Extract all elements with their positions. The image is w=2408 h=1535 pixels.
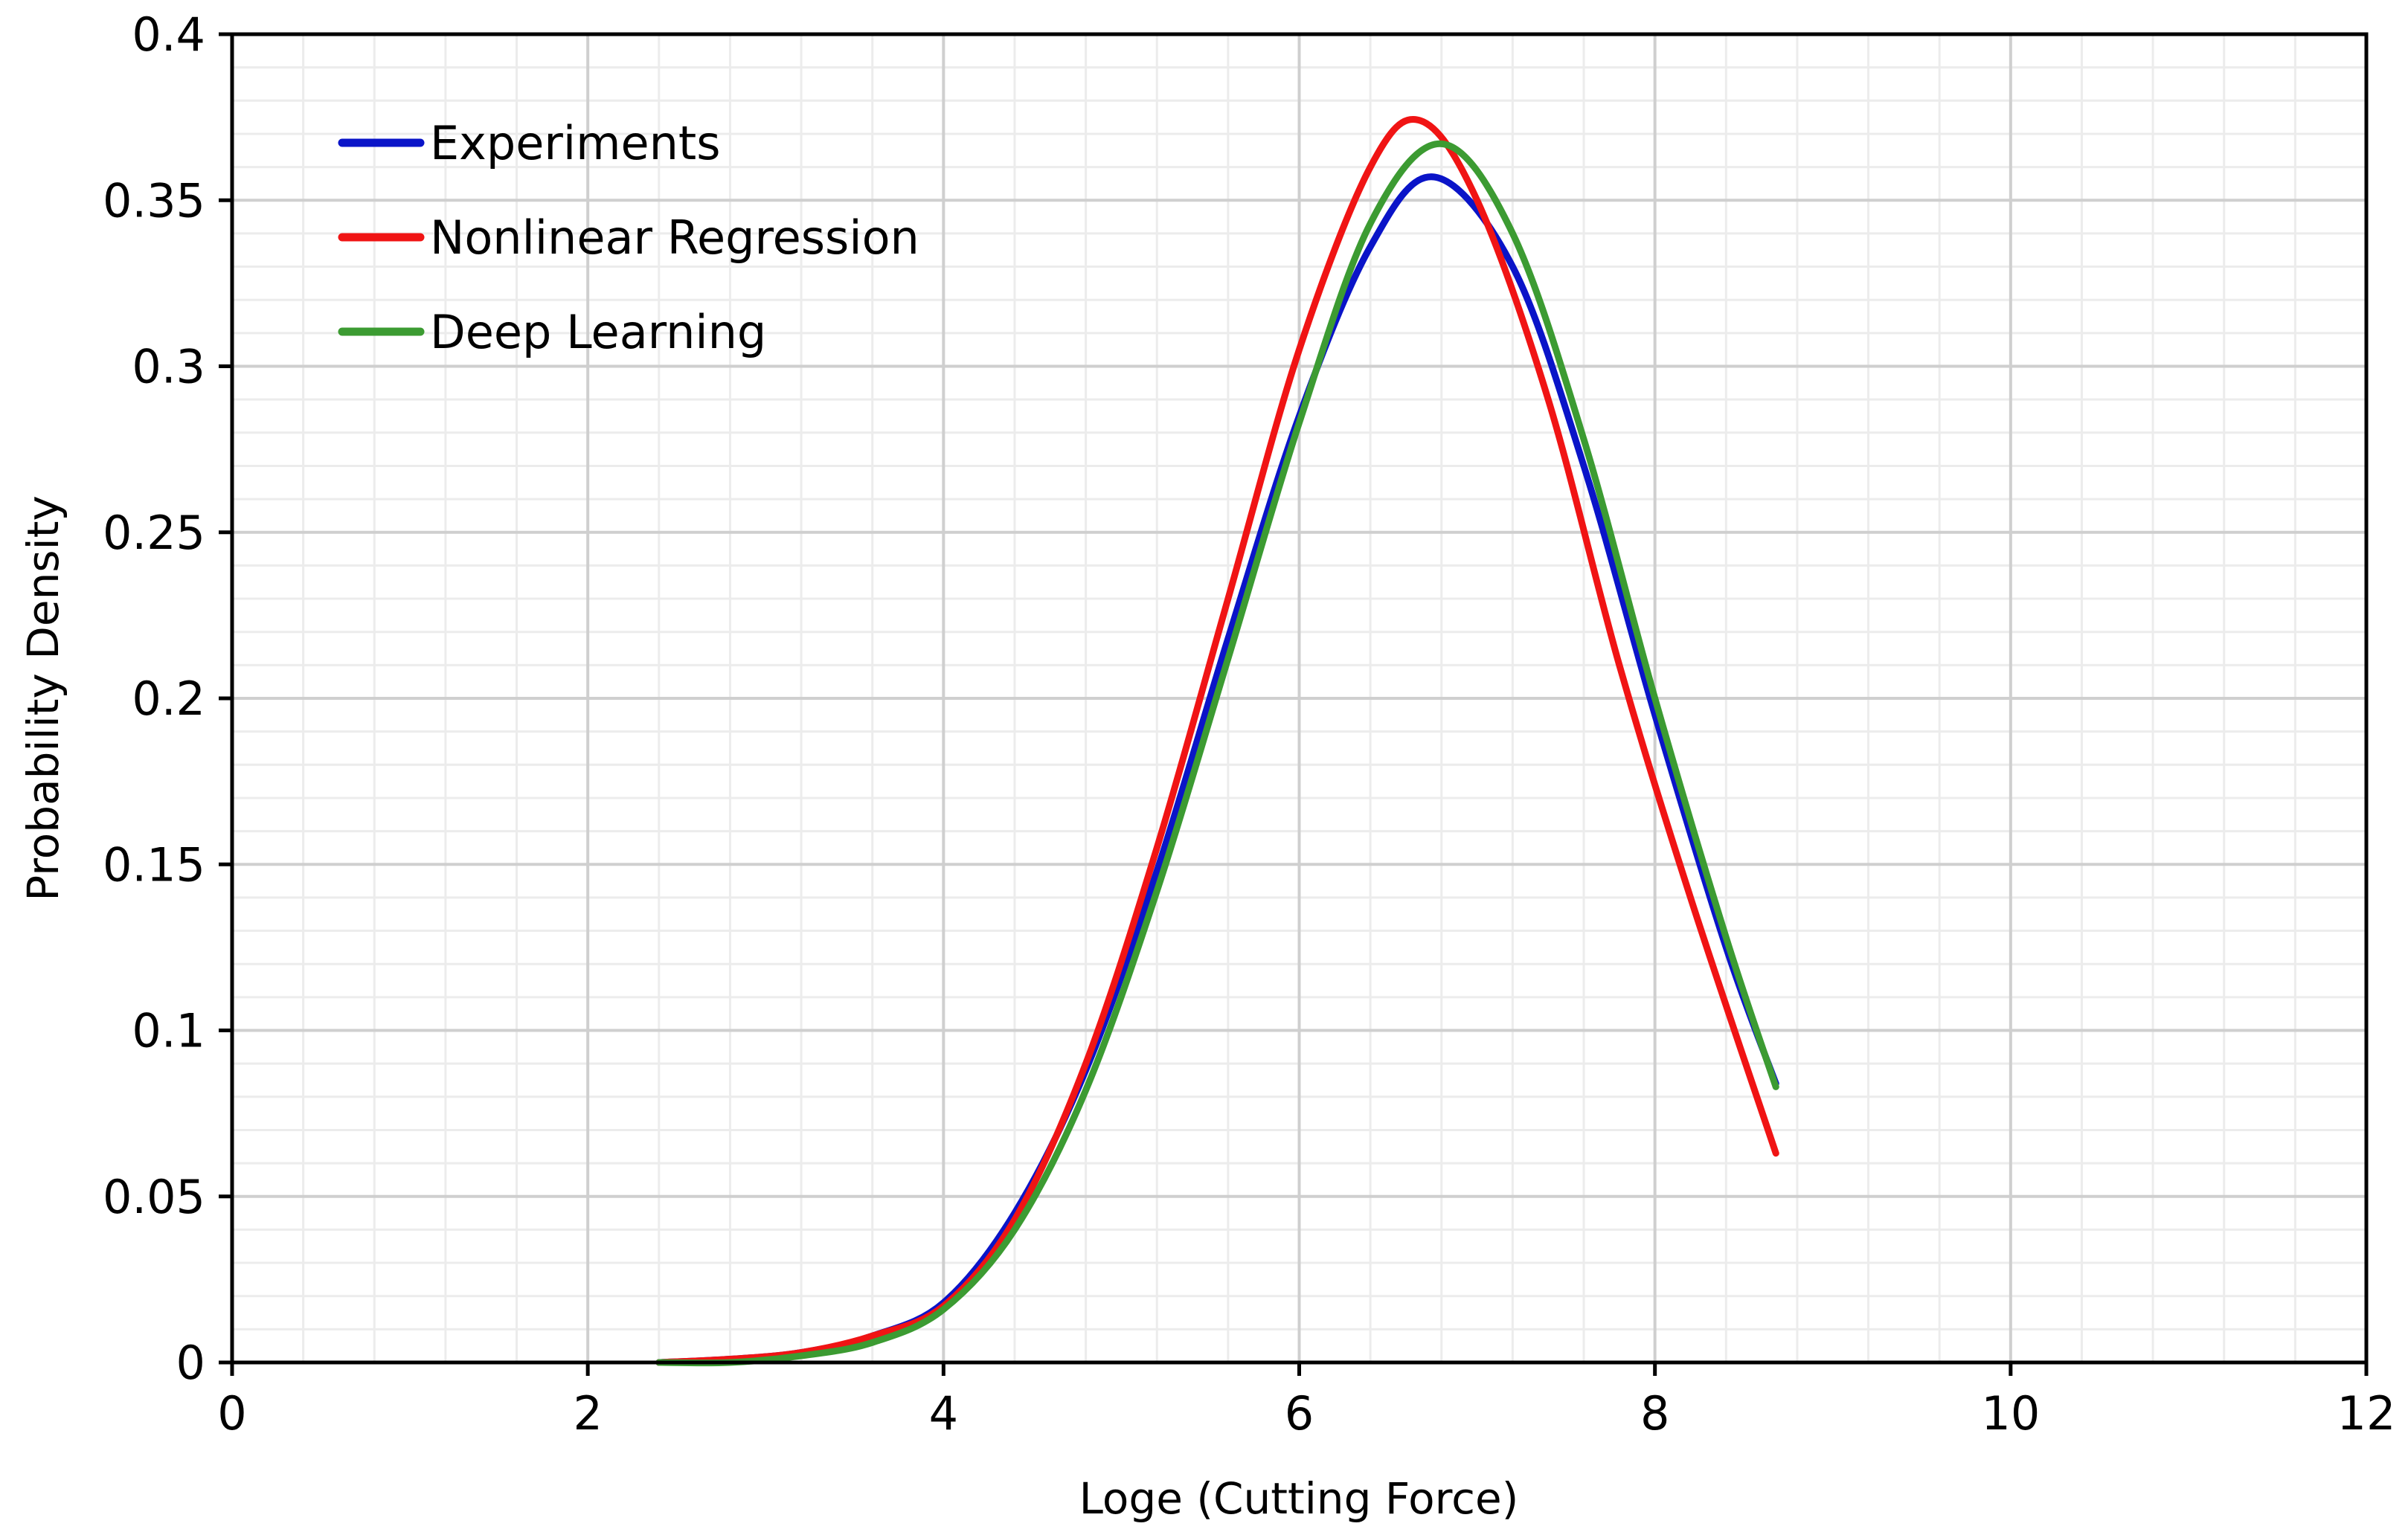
- x-tick-label: 0: [217, 1386, 246, 1441]
- x-tick-label: 4: [929, 1386, 958, 1441]
- series-line-nonlinear-regression: [655, 116, 1779, 1366]
- y-tick-label: 0.3: [132, 340, 205, 394]
- series-lines: [655, 116, 1779, 1367]
- legend-label: Nonlinear Regression: [430, 210, 919, 265]
- x-axis-title: Loge (Cutting Force): [1079, 1473, 1519, 1524]
- legend-label: Deep Learning: [430, 305, 766, 359]
- y-axis-ticks: 0 0.05 0.1 0.15 0.2 0.25 0.3 0.35 0.4: [103, 7, 232, 1390]
- x-tick-label: 12: [2337, 1386, 2396, 1441]
- y-tick-label: 0: [176, 1336, 205, 1390]
- y-tick-label: 0.1: [132, 1004, 205, 1058]
- y-tick-label: 0.25: [103, 506, 205, 560]
- x-axis-ticks: 0 2 4 6 8 10 12: [217, 1362, 2395, 1441]
- y-tick-label: 0.2: [132, 672, 205, 726]
- y-tick-label: 0.15: [103, 837, 205, 892]
- legend-label: Experiments: [430, 116, 721, 170]
- y-tick-label: 0.05: [103, 1170, 205, 1224]
- y-tick-label: 0.4: [132, 7, 205, 62]
- x-tick-label: 2: [573, 1386, 602, 1441]
- x-tick-label: 6: [1285, 1386, 1314, 1441]
- x-tick-label: 10: [1981, 1386, 2040, 1441]
- series-line-deep-learning: [655, 140, 1779, 1367]
- legend: Experiments Nonlinear Regression Deep Lear…: [338, 116, 919, 359]
- y-tick-label: 0.35: [103, 173, 205, 228]
- y-axis-title: Probability Density: [18, 495, 68, 901]
- x-tick-label: 8: [1640, 1386, 1669, 1441]
- series-line-experiments: [655, 173, 1779, 1366]
